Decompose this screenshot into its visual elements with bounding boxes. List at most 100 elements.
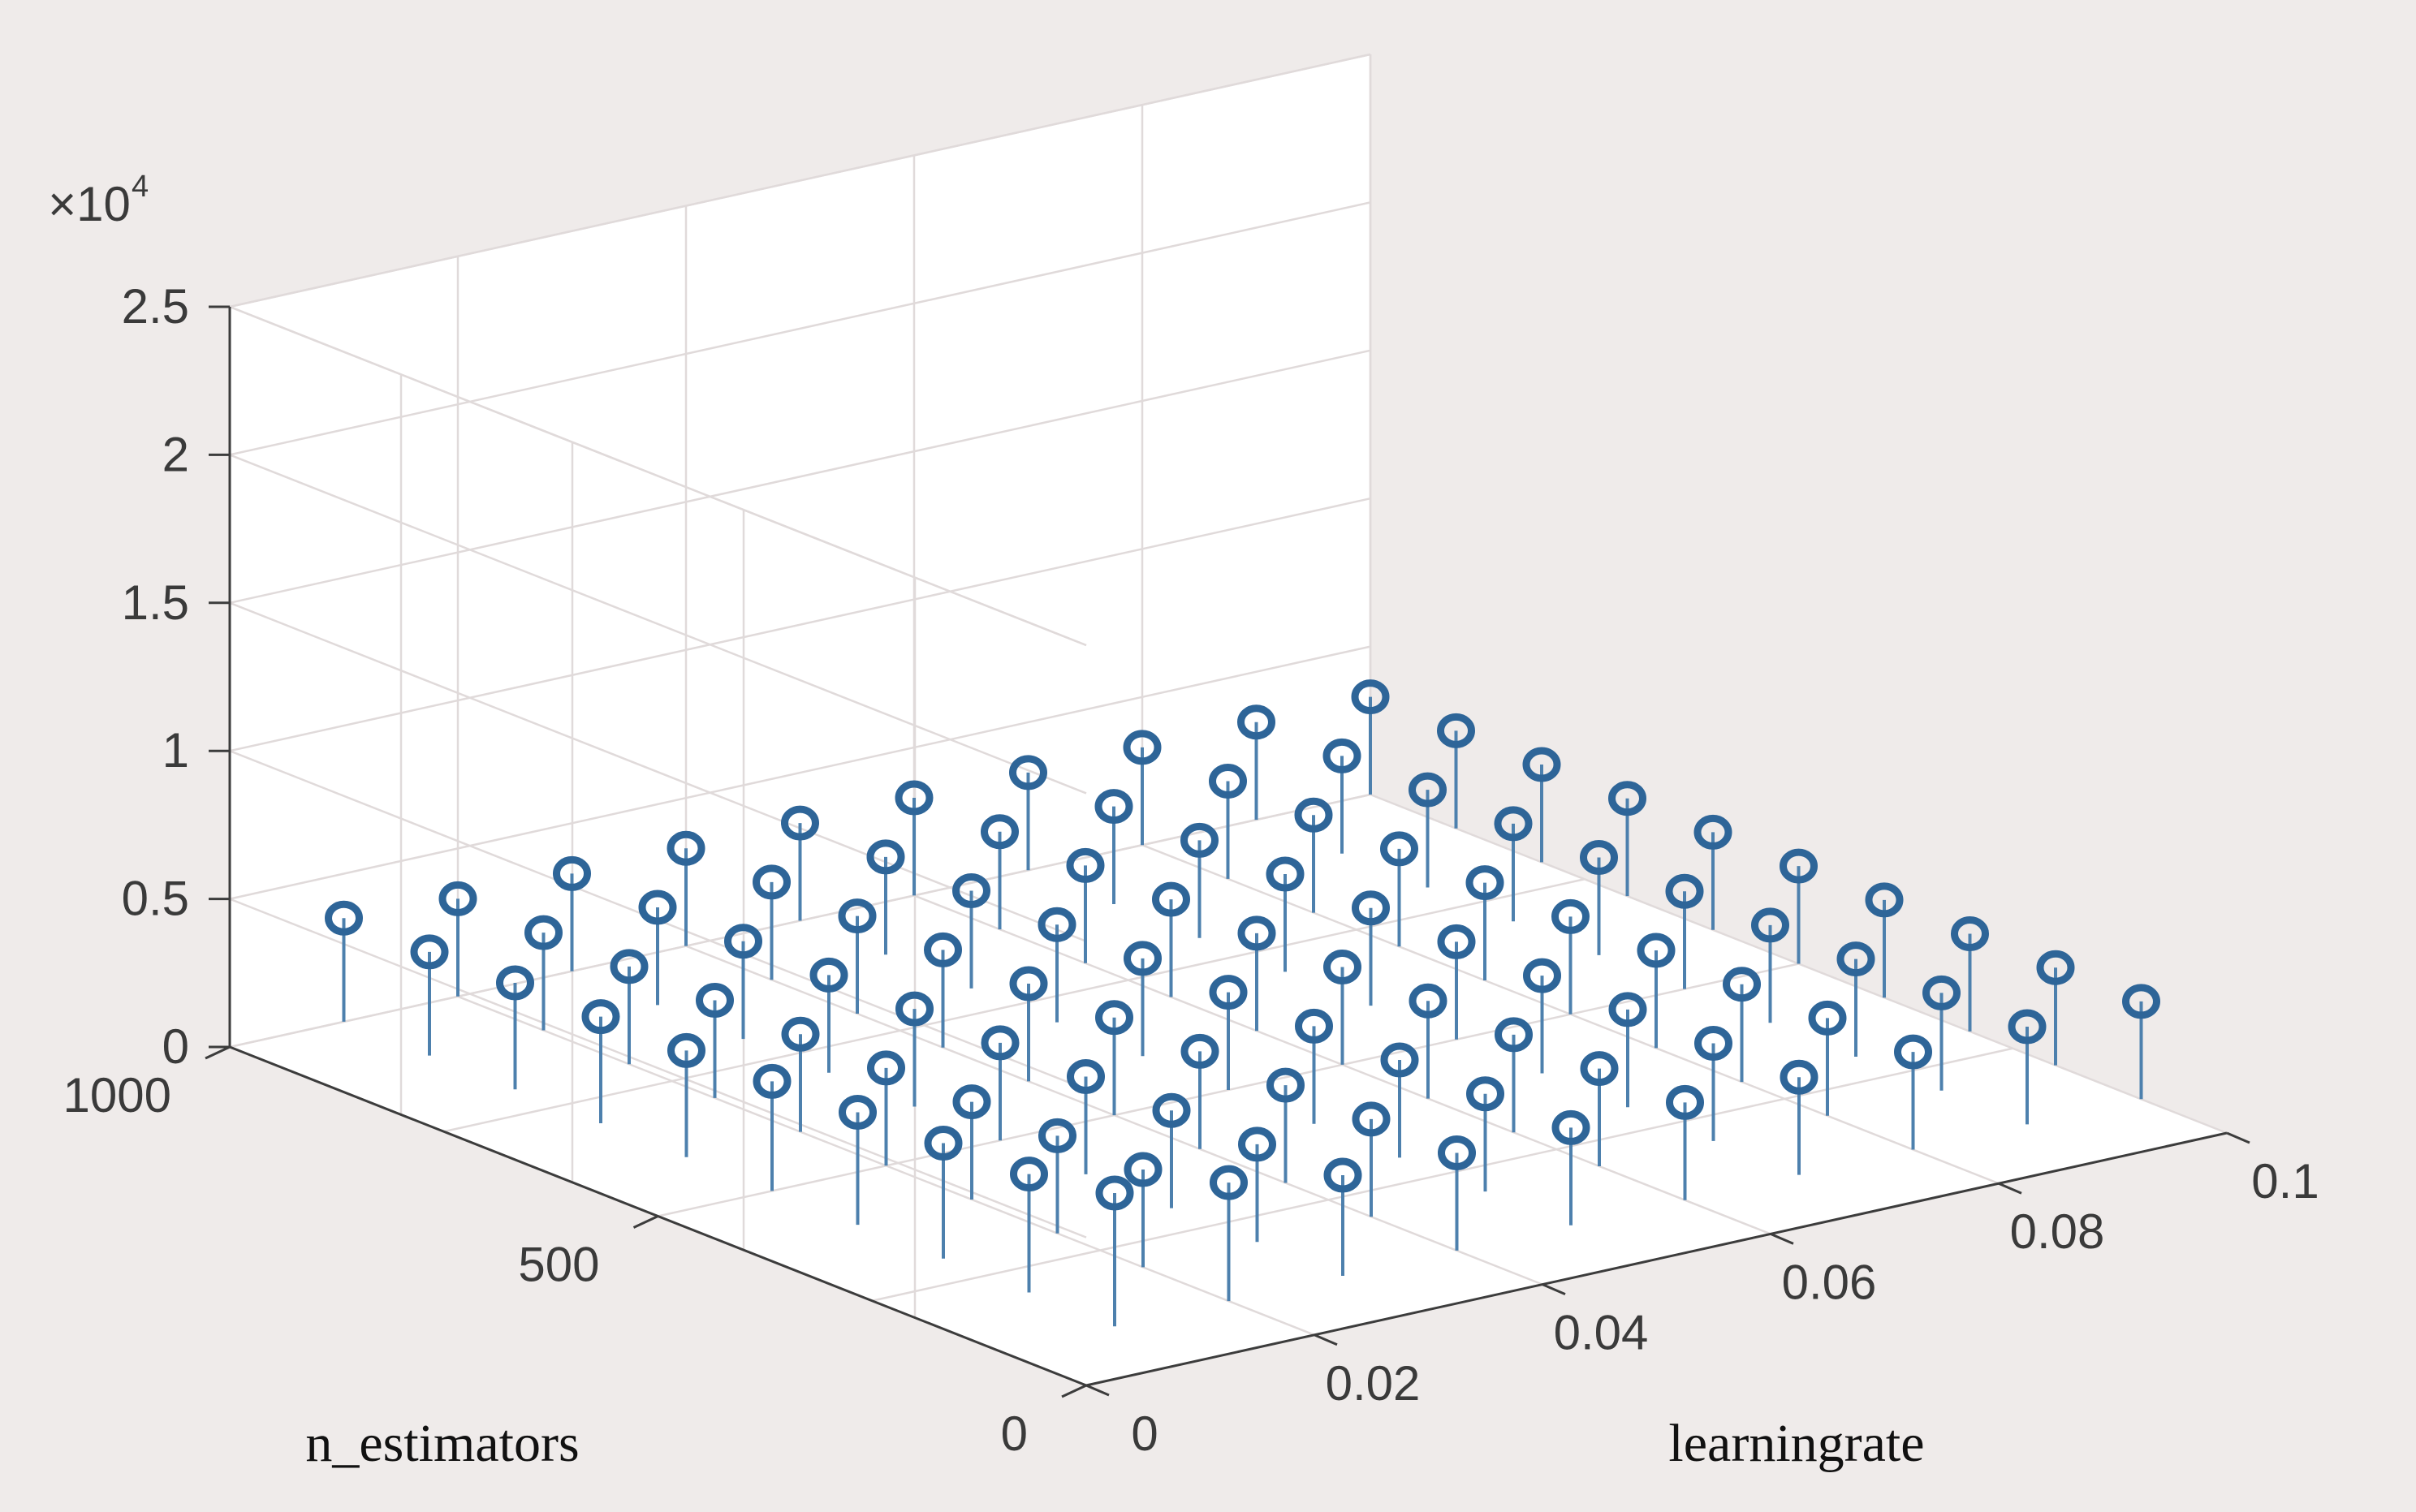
- stem-marker: [1922, 975, 1961, 1010]
- stem-marker: [524, 915, 563, 950]
- stem-marker: [1437, 713, 1475, 748]
- stem-marker: [1266, 856, 1305, 892]
- top-back-edge: [229, 53, 1371, 308]
- z-tick-label: 1: [162, 723, 189, 778]
- stem-marker: [1551, 1109, 1590, 1145]
- stem-marker: [781, 1016, 820, 1052]
- y-tick-mark: [205, 1045, 231, 1060]
- stems: [325, 679, 2160, 1327]
- x-tick-label: 0.02: [1326, 1356, 1421, 1411]
- stem-marker: [1237, 915, 1276, 951]
- stem-marker: [1066, 847, 1105, 883]
- stem-marker: [325, 900, 363, 936]
- stem-marker: [753, 864, 791, 900]
- stem-marker: [1466, 1076, 1504, 1112]
- stem-marker: [1437, 924, 1476, 959]
- back-wall-grid-z: [229, 201, 1371, 456]
- stem-marker: [1180, 1033, 1219, 1069]
- stem-marker: [1865, 882, 1904, 918]
- stem-marker: [1951, 916, 1989, 952]
- right-wall: [230, 54, 1370, 1047]
- stem-marker: [1095, 1000, 1133, 1036]
- stem-marker: [1836, 941, 1875, 977]
- stem-marker: [1465, 865, 1504, 901]
- left-wall-grid-z: [229, 601, 1087, 942]
- stem-marker: [2122, 984, 2160, 1019]
- stem-marker: [1009, 755, 1047, 790]
- stem-marker: [696, 983, 734, 1019]
- stem-marker: [1438, 1135, 1476, 1171]
- x-tick-mark: [2226, 1131, 2250, 1144]
- stem-marker: [1209, 975, 1248, 1010]
- stem-marker: [867, 1050, 905, 1086]
- x-tick-label: 0.06: [1782, 1255, 1877, 1309]
- stem-marker: [553, 855, 591, 891]
- stem-marker: [981, 814, 1019, 850]
- stem-marker: [1751, 907, 1789, 943]
- stem-marker: [2008, 1009, 2047, 1045]
- stem-marker: [581, 999, 620, 1035]
- stem-marker: [1495, 1017, 1533, 1053]
- stem-marker: [724, 924, 762, 959]
- stem-marker: [1608, 992, 1647, 1027]
- stem-marker: [1665, 873, 1704, 909]
- axes: [205, 305, 2250, 1398]
- stem-marker: [1323, 1157, 1362, 1193]
- stem-marker: [809, 957, 848, 993]
- stem-marker: [1067, 1059, 1105, 1095]
- y-tick-mark: [1061, 1384, 1087, 1398]
- x-tick-mark: [1770, 1233, 1794, 1245]
- z-tick-label: 0: [162, 1019, 189, 1074]
- stem-marker: [1693, 814, 1732, 850]
- stem-marker: [610, 949, 649, 984]
- y-tick-label: 1000: [63, 1068, 171, 1122]
- stem-marker: [1551, 898, 1590, 934]
- stem-marker: [1180, 822, 1219, 858]
- z-tick-label: 0.5: [122, 872, 189, 926]
- x-tick-label: 0.08: [2010, 1204, 2105, 1259]
- x-tick-label: 0.04: [1554, 1306, 1649, 1360]
- stem-marker: [1123, 730, 1162, 765]
- stem-marker: [1494, 806, 1533, 842]
- stem-marker: [1295, 1008, 1333, 1044]
- stem-marker: [895, 780, 934, 816]
- stem-marker: [1380, 1042, 1419, 1078]
- stem-marker: [1266, 1067, 1305, 1103]
- stem-marker: [1380, 831, 1418, 867]
- stem-marker: [924, 1126, 963, 1161]
- stem-marker: [1409, 983, 1447, 1019]
- stem-marker: [1009, 966, 1048, 1002]
- stem-marker: [1352, 890, 1390, 926]
- stem-marker: [895, 991, 934, 1027]
- stem-marker: [838, 898, 877, 934]
- x-tick-mark: [1085, 1384, 1110, 1397]
- stem-marker: [1351, 679, 1390, 715]
- y-tick-label: 500: [518, 1238, 599, 1292]
- stem-marker: [1322, 738, 1361, 773]
- back-wall-grid-z: [229, 349, 1371, 605]
- y-axis-label: n_estimators: [305, 1414, 579, 1473]
- z-tick-label: 2: [162, 427, 189, 481]
- x-axis-line: [1085, 1131, 2228, 1387]
- stem-marker: [1808, 1000, 1847, 1036]
- stem-marker: [667, 1032, 705, 1068]
- stem-marker: [1522, 747, 1561, 782]
- stem-marker: [1666, 1084, 1704, 1120]
- stem-marker: [952, 873, 990, 909]
- stem-marker: [1352, 1101, 1391, 1137]
- stem-marker: [924, 932, 962, 967]
- stem-marker: [1580, 840, 1618, 876]
- stem-marker: [1294, 797, 1333, 833]
- stem-marker: [1124, 941, 1162, 976]
- back-wall-grid-z: [229, 645, 1371, 900]
- z-multiplier-exponent: 4: [132, 170, 149, 204]
- stem-marker: [866, 839, 905, 875]
- stem-marker: [1094, 789, 1133, 825]
- z-tick-label: 2.5: [122, 279, 189, 334]
- stem-marker: [1038, 907, 1076, 942]
- stem-marker: [1694, 1026, 1732, 1062]
- stem-marker: [952, 1084, 991, 1120]
- back-wall-grid-z: [229, 497, 1371, 752]
